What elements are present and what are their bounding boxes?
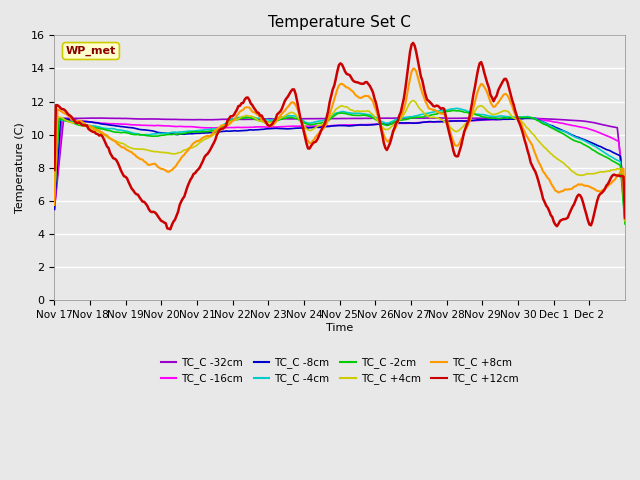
Y-axis label: Temperature (C): Temperature (C) <box>15 122 25 213</box>
Legend: TC_C -32cm, TC_C -16cm, TC_C -8cm, TC_C -4cm, TC_C -2cm, TC_C +4cm, TC_C +8cm, T: TC_C -32cm, TC_C -16cm, TC_C -8cm, TC_C … <box>157 353 523 389</box>
Title: Temperature Set C: Temperature Set C <box>268 15 411 30</box>
Text: WP_met: WP_met <box>66 46 116 56</box>
X-axis label: Time: Time <box>326 323 353 333</box>
